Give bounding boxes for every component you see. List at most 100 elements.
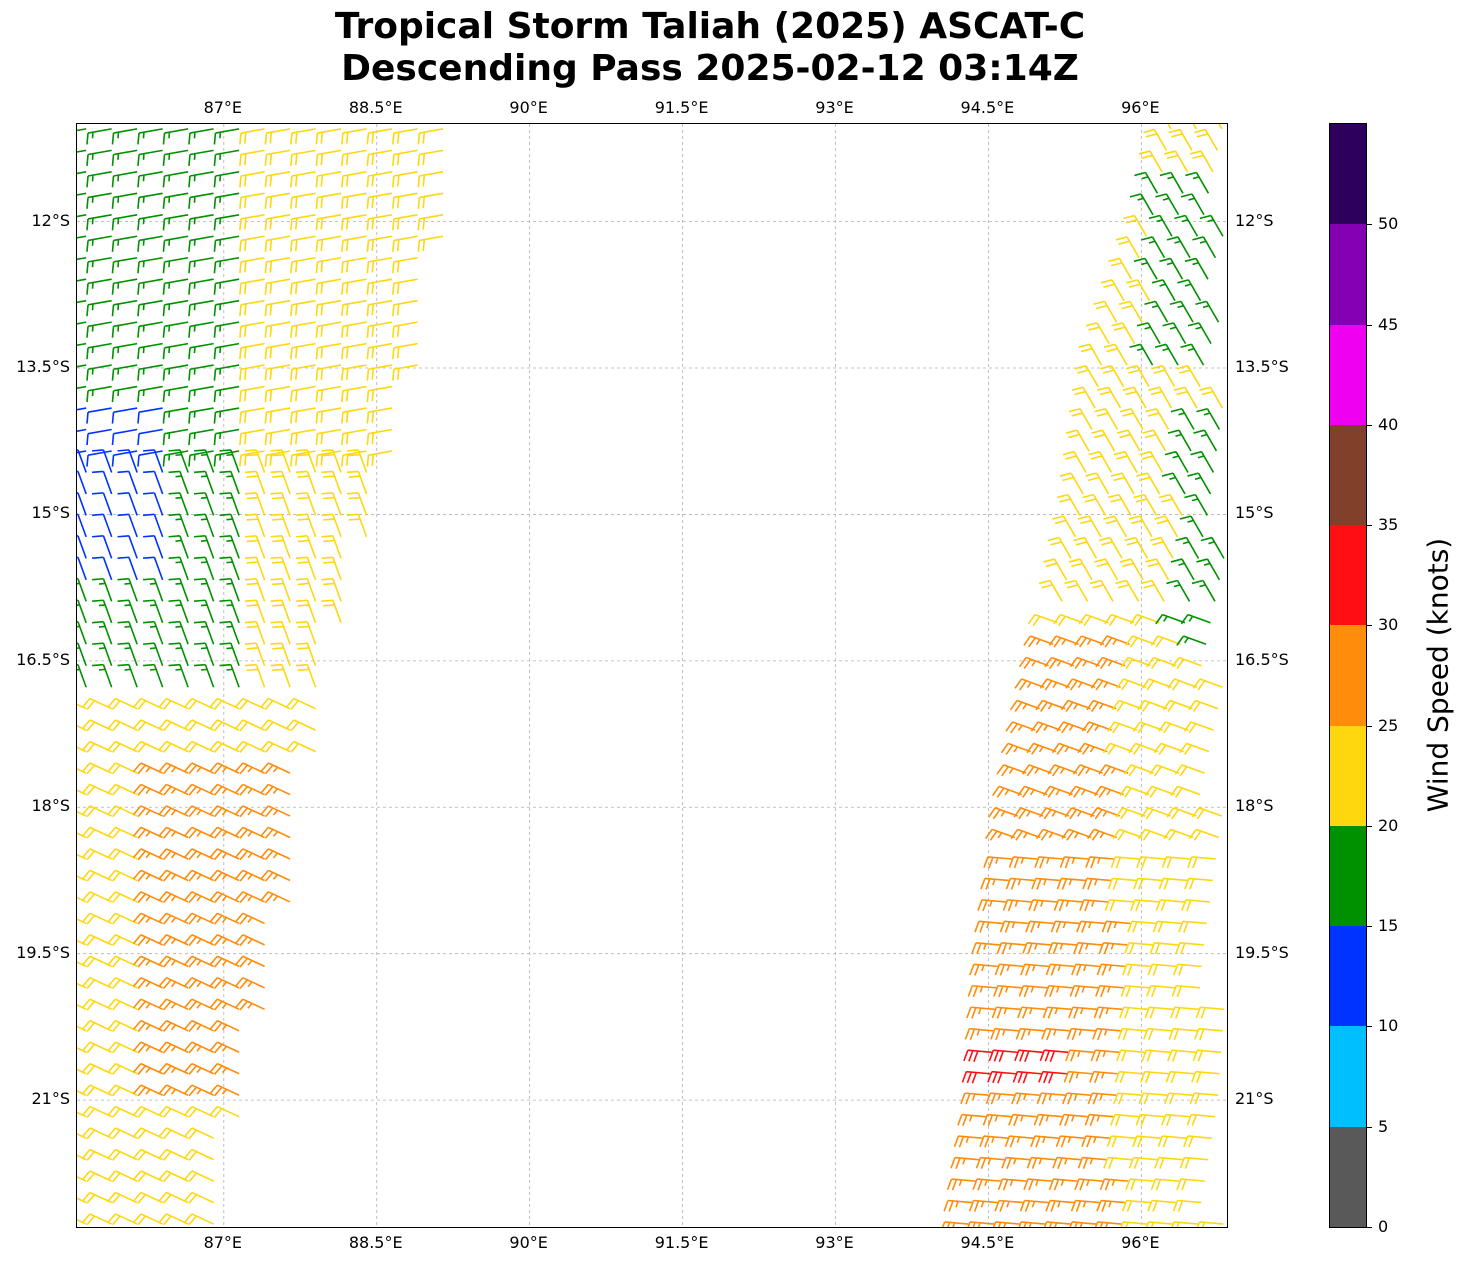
wind-barb <box>162 342 189 360</box>
wind-barb <box>260 848 291 861</box>
wind-barb <box>168 449 189 473</box>
wind-barb <box>1125 635 1156 648</box>
wind-barb <box>270 642 291 667</box>
wind-barb <box>81 697 113 710</box>
wind-barb <box>315 450 342 467</box>
wind-barb <box>92 470 113 495</box>
wind-barb <box>158 976 189 990</box>
wind-barb <box>107 955 138 968</box>
wind-barb <box>132 1213 163 1226</box>
wind-barb <box>77 492 87 516</box>
wind-barb <box>86 149 112 166</box>
wind-barb <box>111 299 138 317</box>
wind-barb <box>209 1019 240 1032</box>
wind-barb <box>1170 785 1201 798</box>
wind-barb <box>244 599 266 624</box>
wind-barb <box>264 342 291 360</box>
wind-barb <box>1145 407 1170 430</box>
wind-barb <box>315 428 342 446</box>
wind-barb <box>1069 656 1100 670</box>
wind-barb <box>1071 963 1100 976</box>
wind-barb <box>1138 1092 1168 1105</box>
wind-barb <box>1167 429 1192 452</box>
wind-barb <box>162 213 189 231</box>
wind-barb <box>77 577 87 602</box>
wind-barb <box>219 663 240 688</box>
wind-barb <box>158 1041 189 1054</box>
wind-barb <box>1060 699 1091 712</box>
wind-barb <box>1132 721 1163 734</box>
wind-barb <box>366 299 393 317</box>
wind-barb <box>260 740 291 753</box>
wind-barb <box>209 805 240 818</box>
wind-barb <box>1092 1221 1122 1227</box>
wind-barb <box>1096 1199 1125 1212</box>
wind-barb <box>234 719 265 732</box>
wind-barb <box>183 783 214 796</box>
wind-barb <box>315 149 342 166</box>
wind-barb <box>209 869 240 882</box>
wind-barb <box>1098 942 1128 955</box>
wind-barb <box>315 213 342 231</box>
wind-barb <box>111 256 138 274</box>
wind-barb <box>168 577 189 602</box>
wind-barb <box>1168 128 1193 151</box>
wind-barb <box>1123 764 1154 777</box>
wind-barb <box>111 128 138 145</box>
wind-barb <box>132 1191 163 1204</box>
wind-barb <box>183 697 214 710</box>
wind-barb <box>341 364 367 381</box>
wind-barb <box>81 1170 113 1183</box>
wind-barb <box>1100 279 1125 302</box>
wind-barb <box>183 1062 214 1075</box>
wind-barb <box>1171 656 1202 670</box>
wind-barb <box>270 513 291 538</box>
wind-barb <box>1189 1092 1219 1105</box>
wind-barb <box>209 955 240 968</box>
wind-barb <box>162 428 189 446</box>
colorbar-segment <box>1330 725 1366 826</box>
wind-barb <box>107 783 138 796</box>
wind-barb <box>158 1191 189 1204</box>
wind-barb <box>1018 984 1048 998</box>
wind-barb <box>158 912 189 925</box>
wind-barb <box>209 762 240 775</box>
wind-barb <box>1108 257 1133 280</box>
wind-barb <box>1002 899 1032 912</box>
wind-barb <box>260 762 291 775</box>
wind-barb <box>1188 699 1219 712</box>
wind-barb <box>290 171 316 188</box>
wind-barb <box>1129 343 1154 366</box>
wind-barb <box>1154 343 1179 366</box>
wind-barb <box>239 256 265 274</box>
wind-barb <box>183 1127 214 1140</box>
lat-tick-left: 16.5°S <box>16 649 70 669</box>
wind-barb <box>183 1019 214 1032</box>
wind-barb <box>346 449 368 473</box>
wind-barb <box>1034 856 1063 869</box>
wind-barb <box>366 256 393 274</box>
wind-barb <box>1079 899 1108 912</box>
wind-barb <box>341 299 367 317</box>
wind-barb <box>270 449 291 473</box>
wind-barb <box>295 556 317 581</box>
wind-barb <box>366 342 393 360</box>
wind-barb <box>132 1019 163 1032</box>
wind-barb <box>111 213 138 231</box>
wind-barb <box>295 577 317 602</box>
wind-barb <box>1149 536 1174 559</box>
wind-barb <box>81 998 113 1011</box>
wind-barb <box>92 642 113 667</box>
wind-barb <box>77 719 87 731</box>
wind-barb <box>994 963 1024 976</box>
wind-barb <box>1199 214 1224 237</box>
wind-barb <box>158 826 189 839</box>
wind-barb <box>1017 1006 1046 1019</box>
lat-tick-left: 15°S <box>31 503 70 523</box>
wind-barb <box>77 1170 87 1182</box>
wind-barb <box>137 299 163 317</box>
wind-barb <box>162 128 189 145</box>
wind-barb <box>77 235 87 242</box>
wind-barb <box>1025 920 1054 933</box>
wind-barb <box>1148 386 1173 409</box>
